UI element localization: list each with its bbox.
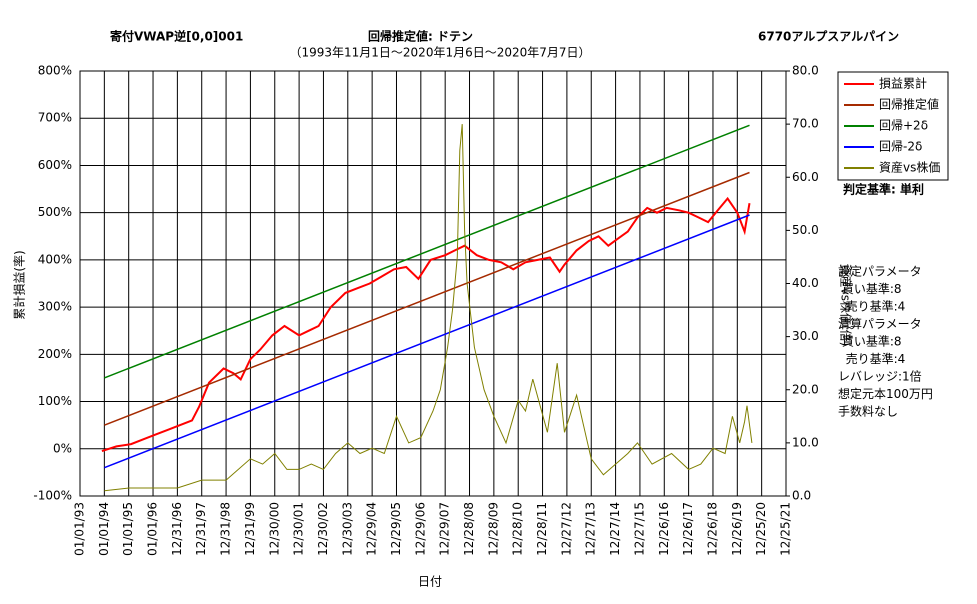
- x-tick-label: 12/31/99: [243, 502, 257, 556]
- x-tick-label: 12/30/03: [340, 502, 354, 556]
- x-tick-label: 12/25/21: [779, 502, 793, 556]
- y2-tick-label: 70.0: [792, 117, 819, 131]
- parameter-note: 売り基準:4: [838, 351, 905, 366]
- x-tick-label: 12/28/11: [535, 502, 549, 556]
- parameter-note: 売り基準:4: [838, 299, 905, 314]
- y-tick-label: 400%: [38, 252, 72, 266]
- x-tick-label: 12/26/16: [657, 502, 671, 556]
- y2-tick-label: 20.0: [792, 382, 819, 396]
- x-tick-label: 12/27/12: [559, 502, 573, 556]
- x-tick-label: 12/26/18: [705, 502, 719, 556]
- x-tick-label: 12/30/01: [292, 502, 306, 556]
- y-tick-label: 100%: [38, 394, 72, 408]
- y2-tick-label: 40.0: [792, 276, 819, 290]
- x-tick-label: 12/27/15: [632, 502, 646, 556]
- legend-label: 損益累計: [879, 76, 927, 91]
- parameter-note: 買い基準:8: [838, 334, 902, 349]
- y-tick-label: 0%: [53, 441, 72, 455]
- x-tick-label: 12/30/00: [267, 502, 281, 556]
- parameter-note: 買い基準:8: [838, 281, 902, 296]
- series-line: [104, 171, 750, 426]
- parameter-note: 想定元本100万円: [838, 386, 933, 401]
- chart-title: 寄付VWAP逆[0,0]001: [110, 29, 243, 44]
- parameter-note: 設定パラメータ: [838, 264, 922, 279]
- x-tick-label: 01/01/94: [97, 502, 111, 556]
- x-tick-label: 12/26/19: [730, 502, 744, 556]
- x-axis-label: 日付: [418, 575, 442, 589]
- x-tick-label: 01/01/96: [146, 502, 160, 556]
- legend-label: 回帰-2δ: [879, 140, 922, 154]
- x-tick-label: 12/31/96: [170, 502, 184, 556]
- x-tick-label: 12/31/98: [219, 502, 233, 556]
- y-axis-label: 累計損益(率): [12, 250, 27, 319]
- parameter-note: レバレッジ:1倍: [838, 369, 922, 384]
- y-tick-label: -100%: [33, 489, 72, 503]
- x-tick-label: 12/26/17: [681, 502, 695, 556]
- y-tick-label: 700%: [38, 111, 72, 125]
- y-tick-label: 200%: [38, 347, 72, 361]
- series-line: [104, 124, 750, 379]
- x-tick-label: 12/25/20: [754, 502, 768, 556]
- criterion: 判定基準: 単利: [843, 182, 924, 197]
- x-tick-label: 12/31/97: [194, 502, 208, 556]
- chart-title-right: 6770アルプスアルパイン: [758, 29, 899, 44]
- y2-tick-label: 60.0: [792, 170, 819, 184]
- y2-tick-label: 80.0: [792, 64, 819, 78]
- y2-tick-label: 0.0: [792, 489, 811, 503]
- x-tick-label: 12/27/13: [584, 502, 598, 556]
- y2-tick-label: 50.0: [792, 223, 819, 237]
- x-tick-label: 12/29/06: [413, 502, 427, 556]
- x-tick-label: 12/28/08: [462, 502, 476, 556]
- subtitle: （1993年11月1日～2020年1月6日～2020年7月7日）: [289, 46, 590, 60]
- x-tick-label: 12/30/02: [316, 502, 330, 556]
- series-line: [101, 196, 751, 453]
- parameter-note: 清算パラメータ: [838, 316, 922, 331]
- legend-label: 回帰推定値: [879, 97, 939, 112]
- legend-label: 資産vs株価: [879, 160, 940, 175]
- x-tick-label: 01/01/93: [73, 502, 87, 556]
- x-tick-label: 12/28/09: [486, 502, 500, 556]
- y2-tick-label: 10.0: [792, 435, 819, 449]
- x-tick-label: 12/27/14: [608, 502, 622, 556]
- y2-tick-label: 30.0: [792, 329, 819, 343]
- x-tick-label: 12/28/10: [511, 502, 525, 556]
- parameter-note: 手数料なし: [838, 404, 898, 419]
- y-tick-label: 600%: [38, 158, 72, 172]
- x-tick-label: 01/01/95: [121, 502, 135, 556]
- x-tick-label: 12/29/05: [389, 502, 403, 556]
- plot-frame: [79, 70, 787, 497]
- series-line: [104, 214, 750, 469]
- chart-title-center: 回帰推定値: ドテン: [368, 29, 473, 44]
- x-tick-label: 12/29/04: [365, 502, 379, 556]
- series-line: [104, 124, 753, 492]
- legend-label: 回帰+2δ: [879, 119, 928, 133]
- y-tick-label: 500%: [38, 205, 72, 219]
- y2-axis-label: 資産vs株価(倍): [839, 264, 854, 347]
- x-tick-label: 12/29/07: [438, 502, 452, 556]
- y-tick-label: 300%: [38, 300, 72, 314]
- y-tick-label: 800%: [38, 64, 72, 78]
